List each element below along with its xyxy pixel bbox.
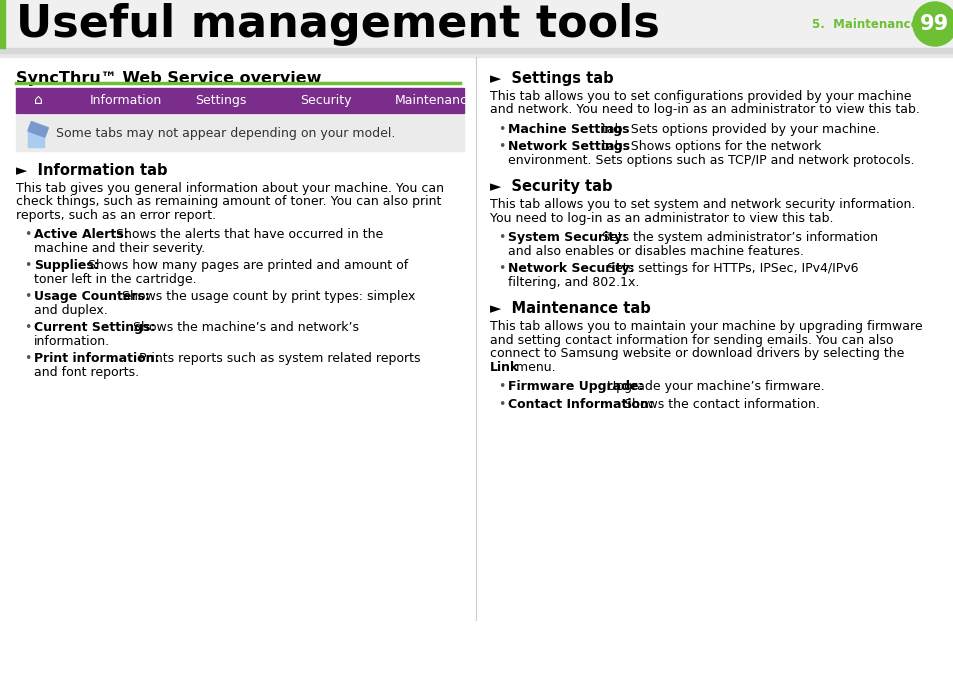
Text: Print information:: Print information: [34,352,159,365]
Text: connect to Samsung website or download drivers by selecting the: connect to Samsung website or download d… [490,347,903,360]
Text: This tab gives you general information about your machine. You can: This tab gives you general information a… [16,182,443,195]
Text: •: • [497,232,505,244]
Text: and setting contact information for sending emails. You can also: and setting contact information for send… [490,333,893,347]
Text: Some tabs may not appear depending on your model.: Some tabs may not appear depending on yo… [56,126,395,140]
Text: This tab allows you to maintain your machine by upgrading firmware: This tab allows you to maintain your mac… [490,320,922,333]
Bar [28,127,44,147]
Text: •: • [24,290,31,303]
Text: Firmware Upgrade:: Firmware Upgrade: [507,380,643,394]
Text: Supplies:: Supplies: [34,259,99,273]
Text: and duplex.: and duplex. [34,304,108,317]
Text: Information: Information [90,94,162,107]
Bar [0,0,5,48]
Text: Security: Security [299,94,351,107]
Text: Current Settings:: Current Settings: [34,321,155,334]
Text: Network Settings: Network Settings [507,140,629,153]
Text: information.: information. [34,335,110,348]
Text: Shows the alerts that have occurred in the: Shows the alerts that have occurred in t… [112,228,383,242]
Text: and network. You need to log-in as an administrator to view this tab.: and network. You need to log-in as an ad… [490,103,919,116]
Text: Settings: Settings [194,94,246,107]
Text: reports, such as an error report.: reports, such as an error report. [16,209,216,222]
Bar [16,88,463,113]
Text: Link: Link [490,360,518,374]
Bar [16,115,463,151]
Text: Shows the machine’s and network’s: Shows the machine’s and network’s [129,321,359,334]
Text: •: • [24,321,31,334]
Text: Prints reports such as system related reports: Prints reports such as system related re… [134,352,420,365]
Bar [28,122,49,137]
Text: Active Alerts:: Active Alerts: [34,228,129,242]
Bar [0,53,953,57]
Text: 99: 99 [920,14,948,34]
Text: You need to log-in as an administrator to view this tab.: You need to log-in as an administrator t… [490,212,833,225]
Text: filtering, and 802.1x.: filtering, and 802.1x. [507,276,639,289]
Text: Usage Counters:: Usage Counters: [34,290,150,303]
Text: •: • [497,380,505,394]
Text: ⌂: ⌂ [34,94,43,107]
Circle shape [912,2,953,46]
Text: ►  Information tab: ► Information tab [16,163,168,178]
Text: tab: Shows options for the network: tab: Shows options for the network [597,140,821,153]
Text: •: • [497,398,505,410]
Text: tab: Sets options provided by your machine.: tab: Sets options provided by your machi… [597,123,879,136]
Bar [0,48,953,53]
Text: •: • [24,259,31,273]
Bar [0,0,953,48]
Text: System Security:: System Security: [507,232,626,244]
Text: •: • [24,352,31,365]
Text: and also enables or disables machine features.: and also enables or disables machine fea… [507,245,803,258]
Text: •: • [24,228,31,242]
Text: machine and their severity.: machine and their severity. [34,242,205,255]
Text: This tab allows you to set configurations provided by your machine: This tab allows you to set configuration… [490,90,910,103]
Text: check things, such as remaining amount of toner. You can also print: check things, such as remaining amount o… [16,195,441,209]
Text: ►  Security tab: ► Security tab [490,180,612,194]
Text: Shows the usage count by print types: simplex: Shows the usage count by print types: si… [118,290,415,303]
Text: Machine Settings: Machine Settings [507,123,629,136]
Text: Sets the system administrator’s information: Sets the system administrator’s informat… [597,232,877,244]
Text: Upgrade your machine’s firmware.: Upgrade your machine’s firmware. [602,380,824,394]
Text: 5.  Maintenance: 5. Maintenance [811,18,918,30]
Text: This tab allows you to set system and network security information.: This tab allows you to set system and ne… [490,198,915,211]
Text: Contact Information:: Contact Information: [507,398,653,410]
Text: ►  Settings tab: ► Settings tab [490,71,613,86]
Text: Shows the contact information.: Shows the contact information. [619,398,819,410]
Text: Maintenance: Maintenance [395,94,476,107]
Text: Shows how many pages are printed and amount of: Shows how many pages are printed and amo… [84,259,408,273]
Text: toner left in the cartridge.: toner left in the cartridge. [34,273,196,286]
Text: menu.: menu. [512,360,556,374]
Text: SyncThru™ Web Service overview: SyncThru™ Web Service overview [16,71,321,86]
Text: •: • [497,140,505,153]
Text: •: • [497,123,505,136]
Text: environment. Sets options such as TCP/IP and network protocols.: environment. Sets options such as TCP/IP… [507,154,914,167]
Text: Useful management tools: Useful management tools [16,3,659,45]
Text: and font reports.: and font reports. [34,366,139,379]
Text: Sets settings for HTTPs, IPSec, IPv4/IPv6: Sets settings for HTTPs, IPSec, IPv4/IPv… [602,263,858,275]
Text: Network Security:: Network Security: [507,263,634,275]
Text: •: • [497,263,505,275]
Text: ►  Maintenance tab: ► Maintenance tab [490,301,650,317]
